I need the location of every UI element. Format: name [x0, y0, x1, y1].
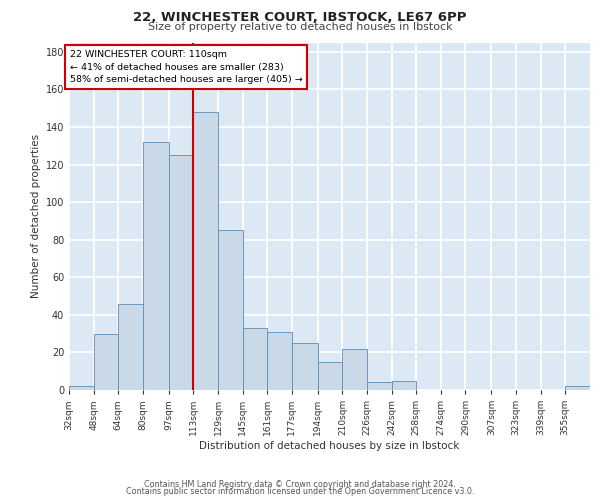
Bar [193, 112, 218, 390]
Text: Size of property relative to detached houses in Ibstock: Size of property relative to detached ho… [148, 22, 452, 32]
Bar [242, 328, 267, 390]
Text: Contains HM Land Registry data © Crown copyright and database right 2024.: Contains HM Land Registry data © Crown c… [144, 480, 456, 489]
Text: 22 WINCHESTER COURT: 110sqm
← 41% of detached houses are smaller (283)
58% of se: 22 WINCHESTER COURT: 110sqm ← 41% of det… [70, 50, 302, 84]
Text: 22, WINCHESTER COURT, IBSTOCK, LE67 6PP: 22, WINCHESTER COURT, IBSTOCK, LE67 6PP [133, 11, 467, 24]
Bar [367, 382, 392, 390]
Bar [94, 334, 118, 390]
Bar [143, 142, 169, 390]
Y-axis label: Number of detached properties: Number of detached properties [31, 134, 41, 298]
X-axis label: Distribution of detached houses by size in Ibstock: Distribution of detached houses by size … [199, 441, 460, 451]
Bar [69, 386, 94, 390]
Bar [292, 343, 318, 390]
Bar [392, 380, 416, 390]
Bar [343, 348, 367, 390]
Text: Contains public sector information licensed under the Open Government Licence v3: Contains public sector information licen… [126, 488, 474, 496]
Bar [565, 386, 590, 390]
Bar [169, 155, 193, 390]
Bar [118, 304, 143, 390]
Bar [318, 362, 343, 390]
Bar [267, 332, 292, 390]
Bar [218, 230, 242, 390]
